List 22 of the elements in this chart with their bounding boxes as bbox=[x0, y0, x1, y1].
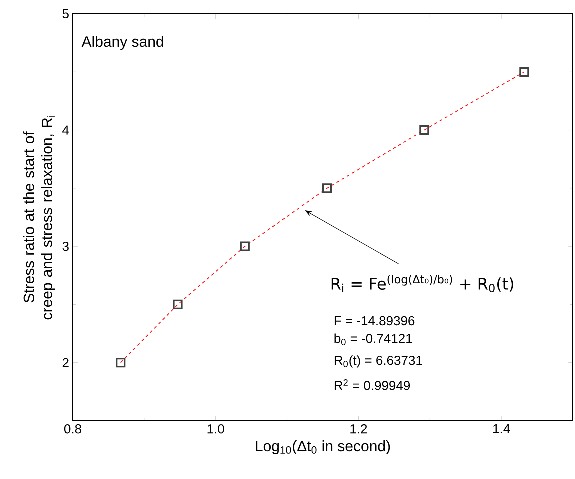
point bbox=[173, 300, 183, 310]
x-tick-label: 1.0 bbox=[208, 424, 224, 434]
y-tick-label: 2 bbox=[62, 358, 69, 368]
x-tick-label: 1.2 bbox=[350, 424, 368, 434]
point bbox=[322, 184, 332, 194]
annotation: R$_{i}$ = Fe$^{(log(Δt₀)/b₀)}$ + R$_{0}$(t) bbox=[332, 275, 514, 293]
annotation: R$_{0}$(t) = 6.63731 bbox=[334, 356, 422, 368]
point bbox=[240, 242, 250, 252]
y-axis-title: Stress ratio at the start of creep and stress relaxation, R$_{i}$ bbox=[23, 116, 56, 320]
point bbox=[520, 67, 530, 77]
x-axis-title: Log$_{10}$(Δt$_{0}$ in second) bbox=[256, 440, 390, 455]
y-tick-label: 3 bbox=[62, 242, 69, 252]
x-tick-label: 1.4 bbox=[494, 424, 510, 434]
annotation: b$_{0}$ = -0.74121 bbox=[334, 334, 412, 346]
point bbox=[420, 125, 430, 136]
annotation: F = -14.89396 bbox=[334, 316, 415, 326]
y-tick-label: 4 bbox=[62, 126, 70, 135]
annotation: R$^{2}$ = 0.99949 bbox=[334, 380, 410, 390]
x-tick-label: 0.8 bbox=[64, 424, 82, 434]
y-tick-label: 5 bbox=[62, 9, 69, 19]
point bbox=[116, 358, 126, 368]
annotation: Albany sand bbox=[82, 36, 164, 50]
